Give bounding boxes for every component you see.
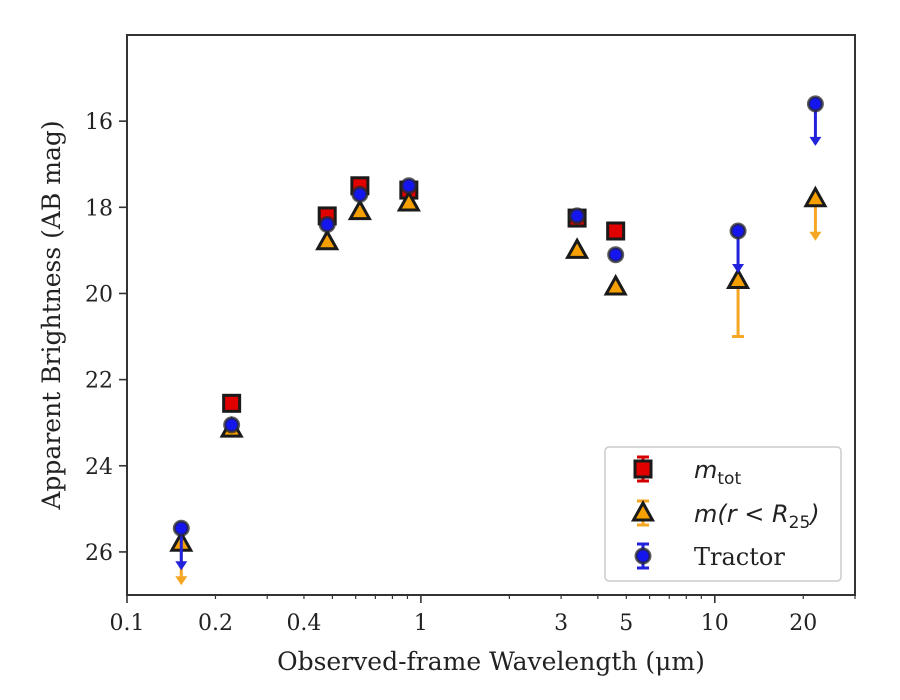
circle-marker: [729, 222, 747, 240]
upper-limit-arrow: [175, 561, 188, 571]
x-tick-label: 20: [789, 611, 817, 636]
square-marker: [222, 393, 242, 413]
upper-limit-arrow: [809, 231, 822, 241]
legend-label: m(r < R25): [694, 500, 820, 533]
data-point: [729, 222, 747, 273]
series-tractor: [172, 95, 824, 571]
circle-marker: [223, 416, 241, 434]
upper-limit-arrow: [732, 264, 745, 273]
triangle-marker: [565, 237, 590, 259]
square-marker: [606, 221, 626, 241]
x-tick-label: 3: [554, 611, 568, 636]
circle-marker: [568, 207, 586, 225]
data-point: [222, 393, 242, 413]
data-point: [803, 185, 828, 241]
circle-marker: [172, 519, 190, 537]
legend-circle-marker: [634, 547, 652, 565]
data-point: [725, 267, 751, 339]
legend-box: [604, 446, 842, 582]
data-point: [568, 207, 586, 225]
x-tick-label: 0.2: [198, 611, 233, 636]
data-point: [806, 95, 824, 146]
y-axis-label: Apparent Brightness (AB mag): [37, 120, 66, 510]
data-point: [603, 273, 628, 296]
x-tick-label: 10: [701, 611, 729, 636]
circle-marker: [400, 177, 418, 195]
data-point: [606, 221, 626, 241]
triangle-marker: [347, 198, 372, 221]
data-point: [351, 185, 369, 203]
triangle-marker: [315, 228, 340, 251]
circle-marker: [806, 95, 824, 113]
y-tick-label: 18: [85, 196, 113, 221]
data-point: [172, 519, 190, 571]
data-point: [400, 177, 418, 195]
legend: mtot m(r < R25) Tractor: [604, 446, 842, 582]
triangle-marker: [396, 189, 421, 212]
x-tick-label: 0.4: [286, 611, 321, 636]
legend-label: Tractor: [694, 543, 785, 571]
legend-label: mtot: [694, 456, 741, 489]
legend-entry-mtot: mtot: [633, 455, 741, 489]
legend-entry-tractor: Tractor: [634, 542, 785, 571]
x-tick-label: 0.1: [110, 611, 145, 636]
y-tick-label: 16: [85, 110, 113, 135]
circle-marker: [607, 246, 625, 264]
x-tick-label: 5: [619, 611, 633, 636]
circle-marker: [351, 185, 369, 203]
y-tick-label: 22: [85, 369, 113, 394]
data-point: [223, 416, 241, 434]
x-tick-label: 1: [414, 611, 428, 636]
y-tick-label: 26: [85, 541, 113, 566]
data-point: [565, 237, 590, 259]
legend-triangle-marker: [630, 499, 656, 522]
data-point: [315, 228, 340, 251]
legend-square-marker: [633, 459, 653, 479]
circle-marker: [318, 216, 336, 234]
data-point: [347, 198, 372, 221]
upper-limit-arrow: [809, 136, 822, 146]
plot-frame: [126, 34, 856, 596]
y-tick-label: 24: [85, 455, 113, 480]
y-tick-label: 20: [85, 282, 113, 307]
triangle-marker: [603, 273, 628, 296]
data-point: [318, 216, 336, 234]
data-point: [396, 189, 421, 212]
triangle-marker: [803, 185, 828, 208]
legend-entry-mr25: m(r < R25): [630, 499, 820, 533]
data-point: [607, 246, 625, 264]
x-axis-label: Observed-frame Wavelength (μm): [277, 647, 705, 676]
upper-limit-arrow: [175, 576, 188, 586]
triangle-marker: [725, 267, 751, 290]
series-mtot: [222, 176, 626, 413]
